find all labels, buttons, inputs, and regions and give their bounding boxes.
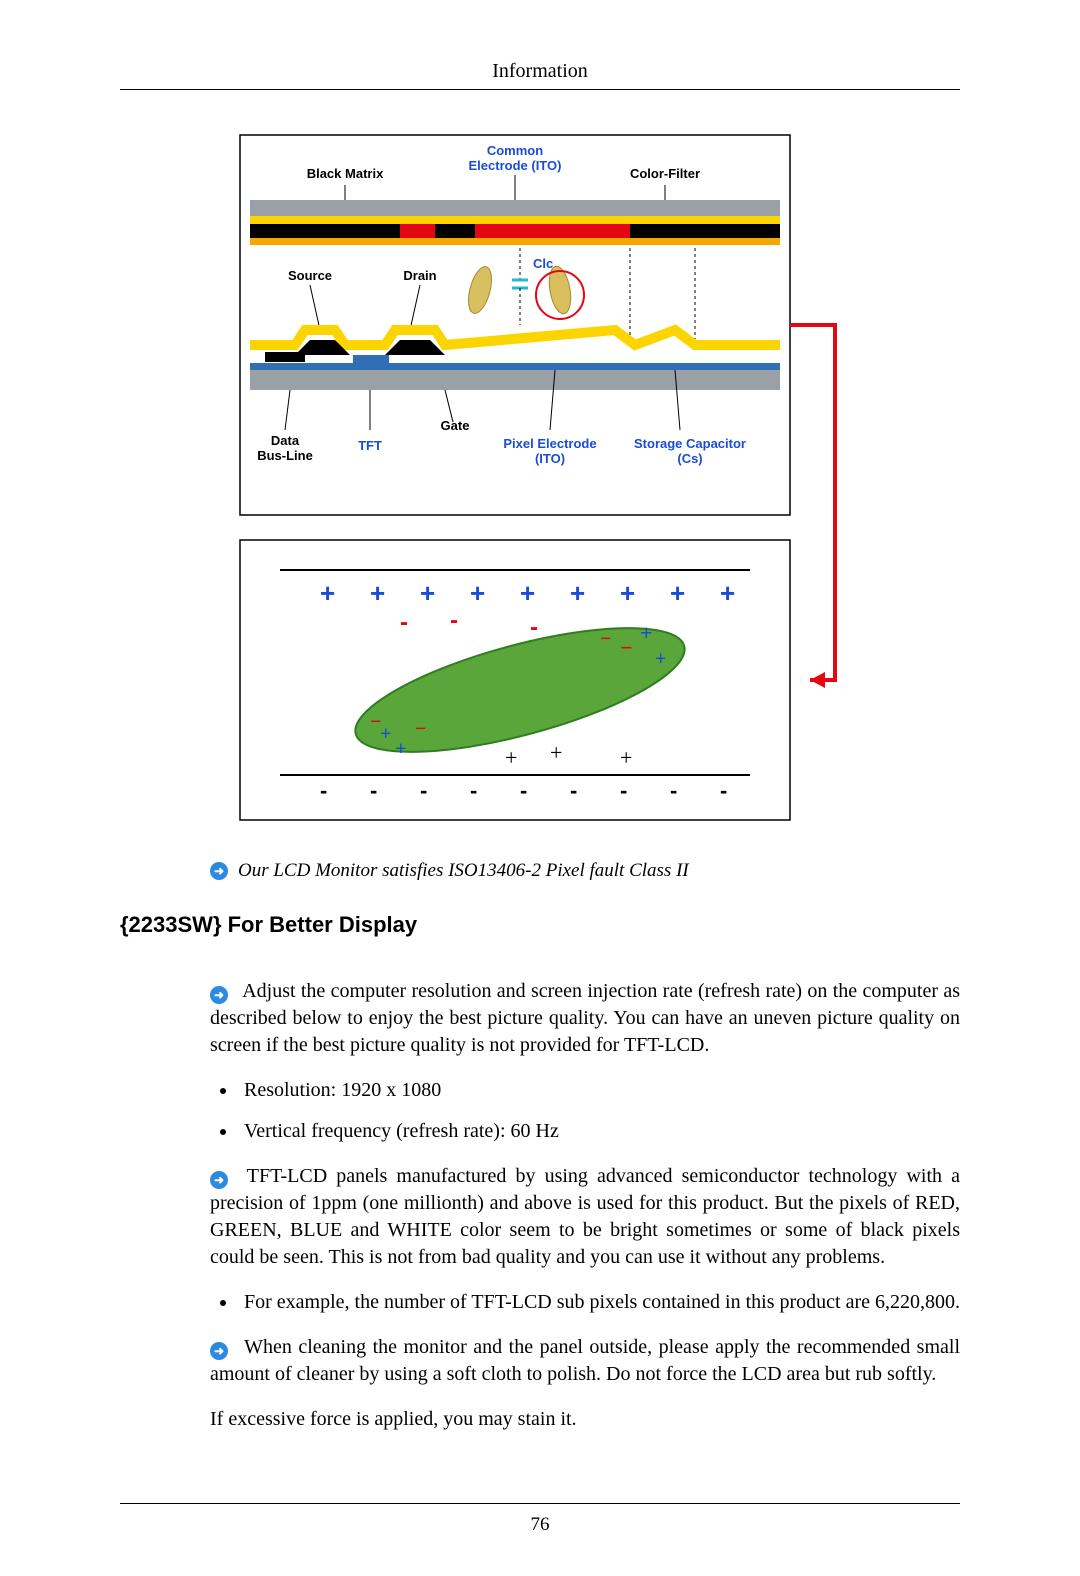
svg-text:−: − <box>600 628 611 650</box>
list-item: For example, the number of TFT-LCD sub p… <box>238 1289 960 1316</box>
arrow-bullet-icon: ➜ <box>210 1171 228 1189</box>
list-item: Vertical frequency (refresh rate): 60 Hz <box>238 1118 960 1145</box>
svg-text:-: - <box>470 778 477 803</box>
svg-text:(ITO): (ITO) <box>535 451 565 466</box>
svg-text:TFT: TFT <box>358 438 382 453</box>
svg-text:Bus-Line: Bus-Line <box>257 448 313 463</box>
paragraph-3: ➜ When cleaning the monitor and the pane… <box>210 1334 960 1388</box>
svg-text:+: + <box>470 578 485 608</box>
paragraph-2: ➜ TFT-LCD panels manufactured by using a… <box>210 1163 960 1271</box>
svg-text:+: + <box>670 578 685 608</box>
body-content: ➜ Adjust the computer resolution and scr… <box>210 978 960 1433</box>
svg-text:+: + <box>620 745 632 770</box>
page-number: 76 <box>531 1514 550 1535</box>
svg-text:+: + <box>395 738 406 760</box>
svg-text:+: + <box>320 578 335 608</box>
resolution-list: Resolution: 1920 x 1080 Vertical frequen… <box>210 1077 960 1145</box>
tft-lcd-diagram: Common Electrode (ITO) Black Matrix Colo… <box>235 130 845 830</box>
svg-text:-: - <box>450 607 458 634</box>
svg-text:-: - <box>620 778 627 803</box>
svg-text:(Cs): (Cs) <box>677 451 702 466</box>
svg-text:Drain: Drain <box>403 268 436 283</box>
svg-text:Common: Common <box>487 143 543 158</box>
iso-text: Our LCD Monitor satisfies ISO13406-2 Pix… <box>238 860 689 882</box>
para1-text: Adjust the computer resolution and scree… <box>210 980 960 1056</box>
header-title: Information <box>492 60 588 82</box>
page-footer: 76 <box>120 1503 960 1536</box>
paragraph-1: ➜ Adjust the computer resolution and scr… <box>210 978 960 1059</box>
section-title: {2233SW} For Better Display <box>120 912 960 938</box>
arrow-bullet-icon: ➜ <box>210 1342 228 1360</box>
svg-text:Gate: Gate <box>441 418 470 433</box>
svg-text:Color-Filter: Color-Filter <box>630 166 700 181</box>
svg-text:−: − <box>415 718 426 740</box>
svg-text:+: + <box>370 578 385 608</box>
svg-text:+: + <box>380 723 391 745</box>
page: Information Common Electrode (ITO) Black… <box>0 0 1080 1576</box>
para2-text: TFT-LCD panels manufactured by using adv… <box>210 1165 960 1268</box>
list-item: Resolution: 1920 x 1080 <box>238 1077 960 1104</box>
svg-text:-: - <box>370 778 377 803</box>
svg-text:−: − <box>370 711 381 733</box>
svg-text:+: + <box>520 578 535 608</box>
subpixel-list: For example, the number of TFT-LCD sub p… <box>210 1289 960 1316</box>
svg-text:Data: Data <box>271 433 300 448</box>
svg-text:Electrode (ITO): Electrode (ITO) <box>469 158 562 173</box>
svg-text:-: - <box>720 778 727 803</box>
svg-text:Black Matrix: Black Matrix <box>307 166 384 181</box>
svg-text:-: - <box>570 778 577 803</box>
svg-text:-: - <box>670 778 677 803</box>
svg-text:-: - <box>520 778 527 803</box>
para3-text: When cleaning the monitor and the panel … <box>210 1336 960 1385</box>
svg-text:+: + <box>550 740 562 765</box>
svg-text:-: - <box>320 778 327 803</box>
paragraph-4: If excessive force is applied, you may s… <box>210 1406 960 1433</box>
svg-text:+: + <box>655 648 666 670</box>
figure-container: Common Electrode (ITO) Black Matrix Colo… <box>120 130 960 835</box>
svg-text:Source: Source <box>288 268 332 283</box>
svg-text:-: - <box>530 614 538 641</box>
page-header: Information <box>120 60 960 90</box>
arrow-bullet-icon: ➜ <box>210 986 228 1004</box>
svg-text:+: + <box>420 578 435 608</box>
svg-text:-: - <box>420 778 427 803</box>
svg-text:+: + <box>720 578 735 608</box>
svg-text:+: + <box>505 745 517 770</box>
svg-text:Clc: Clc <box>533 256 553 271</box>
svg-text:+: + <box>640 620 653 645</box>
svg-text:Storage Capacitor: Storage Capacitor <box>634 436 746 451</box>
svg-text:Pixel Electrode: Pixel Electrode <box>503 436 596 451</box>
svg-text:+: + <box>570 578 585 608</box>
svg-text:-: - <box>400 609 408 636</box>
arrow-bullet-icon: ➜ <box>210 862 228 880</box>
iso-compliance-line: ➜ Our LCD Monitor satisfies ISO13406-2 P… <box>210 860 900 882</box>
svg-text:−: − <box>620 635 633 660</box>
svg-text:+: + <box>620 578 635 608</box>
